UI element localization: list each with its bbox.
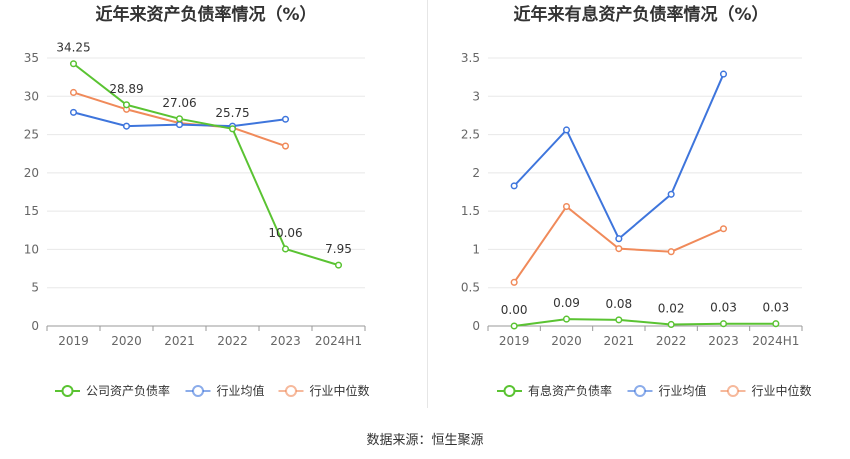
x-tick-label: 2023 xyxy=(708,334,739,348)
data-point xyxy=(510,278,518,286)
data-point xyxy=(69,108,78,116)
y-tick-label: 35 xyxy=(24,51,39,65)
legend-swatch-marker xyxy=(285,385,297,397)
data-point xyxy=(562,315,571,323)
data-label: 0.09 xyxy=(553,296,580,310)
data-point xyxy=(334,261,343,269)
data-label: 10.06 xyxy=(268,226,302,240)
y-tick-label: 0 xyxy=(31,319,39,333)
data-point xyxy=(175,121,184,129)
x-tick-label: 2023 xyxy=(270,334,301,348)
data-label: 28.89 xyxy=(109,82,143,96)
data-point xyxy=(175,115,184,123)
y-tick-label: 15 xyxy=(24,204,39,218)
x-tick-label: 2021 xyxy=(164,334,195,348)
y-tick-label: 1.5 xyxy=(461,204,480,218)
data-point xyxy=(510,182,518,190)
y-tick-label: 3 xyxy=(472,89,480,103)
y-tick-label: 10 xyxy=(24,242,39,256)
y-tick-label: 0 xyxy=(472,319,480,333)
x-tick-label: 2022 xyxy=(217,334,248,348)
data-point xyxy=(615,235,623,243)
legend-swatch-marker xyxy=(61,385,74,397)
data-point xyxy=(719,225,728,233)
data-point xyxy=(719,320,728,328)
legend-swatch-marker xyxy=(503,385,516,397)
x-tick-label: 2024H1 xyxy=(315,334,362,348)
data-label: 25.75 xyxy=(215,106,249,120)
series-line xyxy=(514,318,776,327)
y-tick-label: 2 xyxy=(472,166,480,180)
data-point xyxy=(562,126,571,134)
data-point xyxy=(772,320,780,328)
legend-swatch-marker xyxy=(727,385,739,397)
y-tick-label: 1 xyxy=(472,242,480,256)
data-point xyxy=(562,202,571,211)
data-point xyxy=(228,125,237,133)
legend-swatch-marker xyxy=(192,385,204,397)
data-point xyxy=(615,316,623,324)
data-point xyxy=(122,122,131,130)
series-line xyxy=(513,73,725,241)
data-point xyxy=(667,248,675,256)
data-point xyxy=(510,322,518,330)
data-label: 7.95 xyxy=(325,242,352,256)
x-tick-label: 2021 xyxy=(604,334,635,348)
x-tick-label: 2022 xyxy=(656,334,687,348)
data-label: 0.00 xyxy=(501,303,528,317)
y-tick-label: 0.5 xyxy=(461,281,480,295)
legend-label: 行业均值 xyxy=(659,383,707,398)
series-line xyxy=(513,205,724,283)
y-tick-label: 5 xyxy=(31,281,39,295)
data-point xyxy=(281,245,290,253)
panel-divider xyxy=(427,0,428,408)
data-label: 0.03 xyxy=(762,301,789,315)
x-tick-label: 2019 xyxy=(58,334,89,348)
legend-label: 公司资产负债率 xyxy=(86,383,170,398)
y-tick-label: 30 xyxy=(24,89,39,103)
data-point xyxy=(122,101,131,109)
x-tick-label: 2020 xyxy=(551,334,582,348)
data-point xyxy=(719,70,728,78)
legend-label: 行业均值 xyxy=(217,383,265,398)
y-tick-label: 2.5 xyxy=(461,128,480,142)
data-point xyxy=(667,320,675,329)
y-tick-label: 3.5 xyxy=(461,51,480,65)
data-point xyxy=(281,115,290,123)
data-point xyxy=(69,60,78,68)
x-tick-label: 2020 xyxy=(111,334,142,348)
legend-label: 有息资产负债率 xyxy=(528,383,612,398)
y-tick-label: 25 xyxy=(24,128,39,142)
legend-label: 行业中位数 xyxy=(752,383,812,398)
data-label: 0.03 xyxy=(710,301,737,315)
x-tick-label: 2024H1 xyxy=(752,334,799,348)
data-point xyxy=(667,190,675,198)
data-label: 0.08 xyxy=(605,297,632,311)
legend-label: 行业中位数 xyxy=(310,383,370,398)
legend-swatch-marker xyxy=(634,385,646,397)
data-point xyxy=(615,245,623,253)
series-line xyxy=(72,62,339,267)
y-tick-label: 20 xyxy=(24,166,39,180)
x-tick-label: 2019 xyxy=(499,334,530,348)
chart-title: 近年来资产负债率情况（%） xyxy=(95,4,316,25)
data-label: 0.02 xyxy=(658,301,685,315)
data-point xyxy=(281,142,290,150)
data-point xyxy=(69,88,78,97)
chart-title: 近年来有息资产负债率情况（%） xyxy=(513,4,768,25)
data-label: 34.25 xyxy=(56,41,90,55)
data-label: 27.06 xyxy=(162,96,196,110)
data-source-note: 数据来源：恒生聚源 xyxy=(366,433,484,448)
